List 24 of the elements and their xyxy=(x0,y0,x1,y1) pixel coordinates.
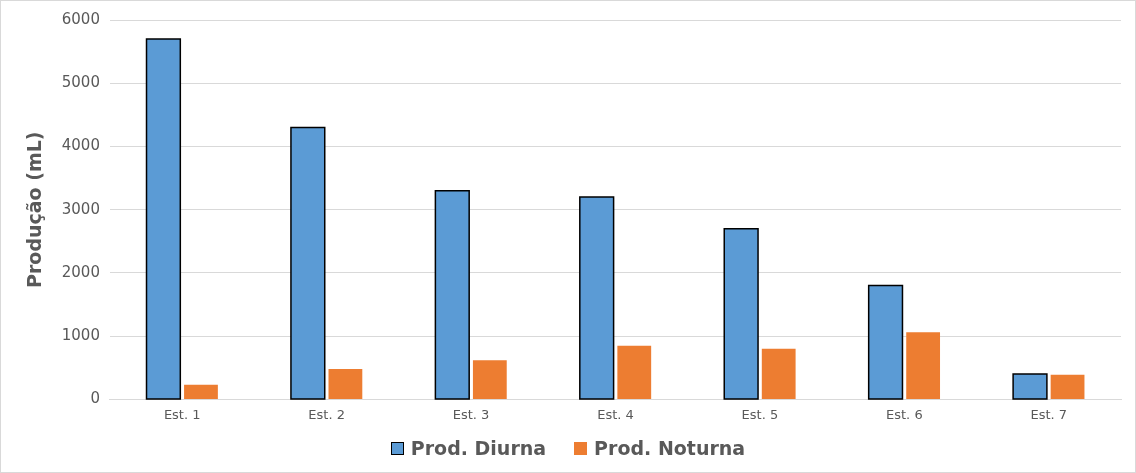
x-tick-label: Est. 2 xyxy=(308,406,345,422)
x-tick-label: Est. 6 xyxy=(886,406,923,422)
bar xyxy=(617,345,652,399)
y-tick-label: 4000 xyxy=(61,136,100,155)
y-tick-label: 5000 xyxy=(61,73,100,92)
x-tick-label: Est. 1 xyxy=(163,406,201,422)
y-tick-label: 6000 xyxy=(61,9,100,28)
y-tick-label: 2000 xyxy=(61,262,100,281)
x-tick-label: Est. 3 xyxy=(452,406,490,422)
x-tick-label: Est. 4 xyxy=(597,406,634,422)
y-tick-label: 1000 xyxy=(61,326,100,345)
x-tick-label: Est. 7 xyxy=(1030,406,1068,422)
bar xyxy=(328,369,363,399)
x-tick-label: Est. 5 xyxy=(741,406,779,422)
y-axis-title: Produção (mL) xyxy=(23,131,46,288)
y-tick-label: 3000 xyxy=(61,199,100,218)
bar xyxy=(1050,374,1085,399)
y-tick-label: 0 xyxy=(90,389,100,408)
legend-label: Prod. Diurna xyxy=(410,437,547,459)
bar xyxy=(184,384,218,399)
legend-label: Prod. Noturna xyxy=(594,437,746,459)
bar xyxy=(906,332,941,399)
bar xyxy=(761,348,796,399)
bar xyxy=(472,360,507,399)
